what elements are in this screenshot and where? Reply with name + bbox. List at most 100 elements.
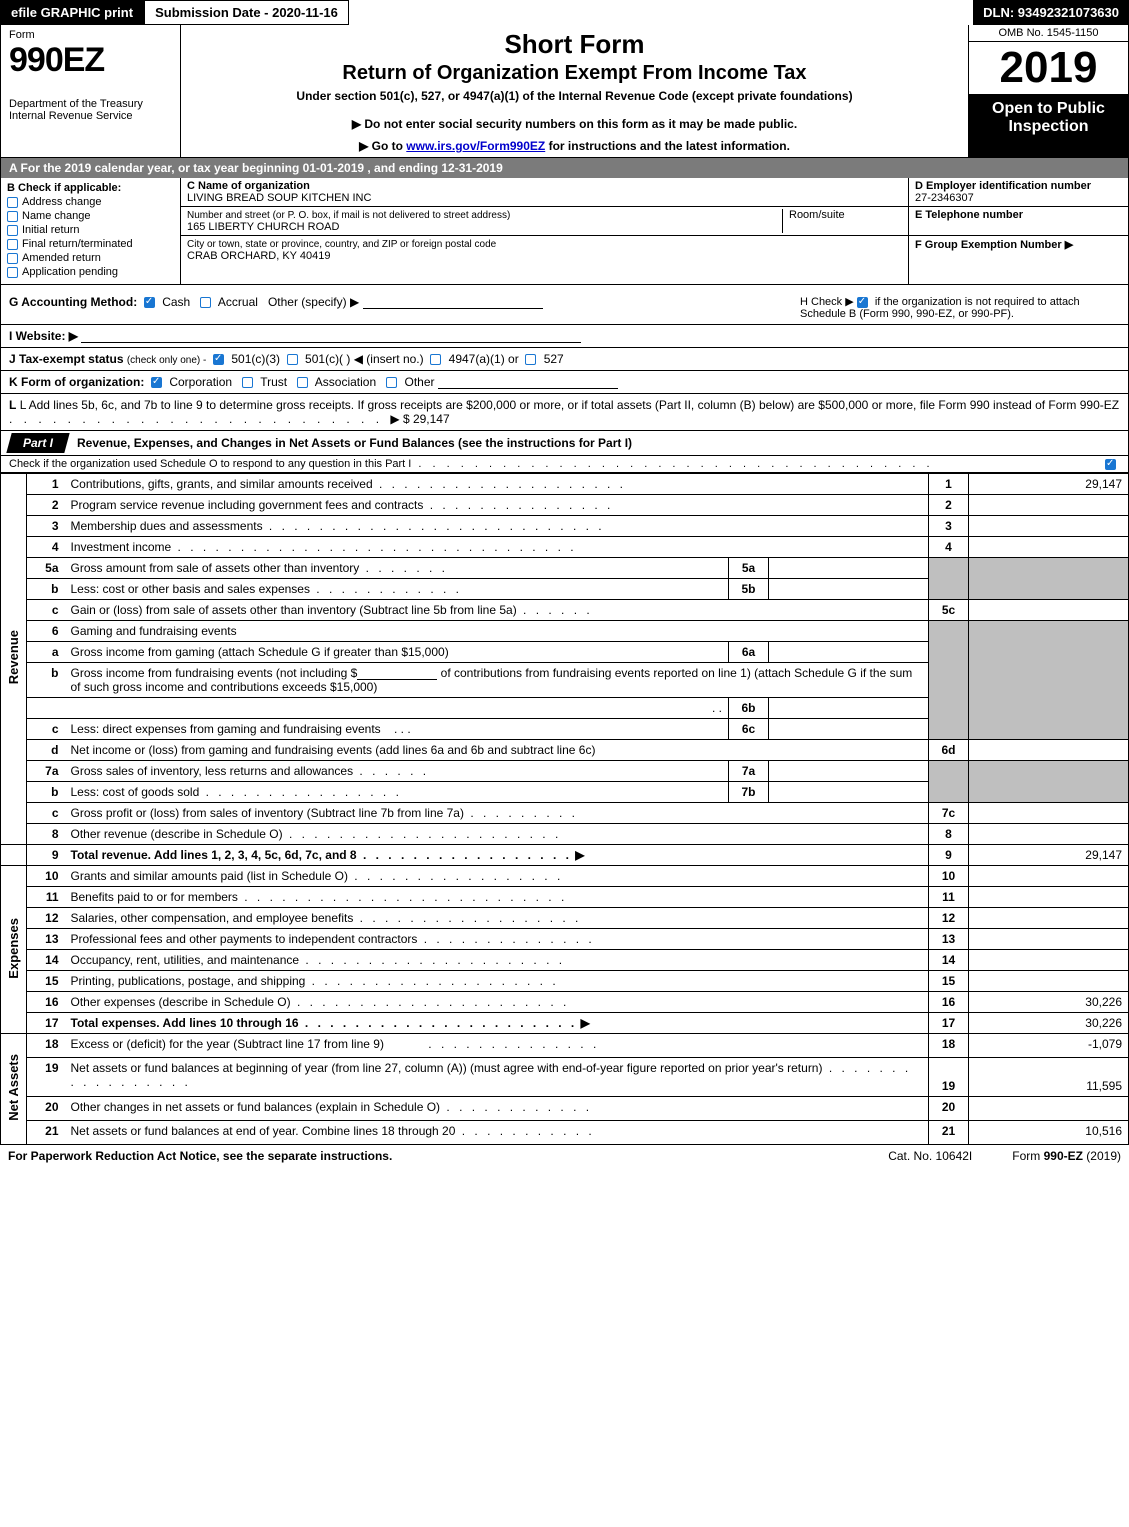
chk-4947[interactable]: [430, 354, 441, 365]
telephone-row: E Telephone number: [909, 207, 1128, 236]
line-10-no: 10: [27, 866, 65, 887]
part1-title: Revenue, Expenses, and Changes in Net As…: [77, 436, 1128, 450]
line-4-val: [969, 537, 1129, 558]
line-5a-shade2: [969, 558, 1129, 579]
chk-name-change-label: Name change: [22, 210, 91, 222]
chk-schedule-b[interactable]: [857, 297, 868, 308]
department-label: Department of the Treasury Internal Reve…: [9, 98, 172, 122]
line-1-col: 1: [929, 474, 969, 495]
line-21-desc: Net assets or fund balances at end of ye…: [65, 1120, 929, 1144]
line-9-desc: Total revenue. Add lines 1, 2, 3, 4, 5c,…: [65, 845, 929, 866]
line-2-desc: Program service revenue including govern…: [65, 495, 929, 516]
line-16-val: 30,226: [969, 992, 1129, 1013]
dln-label: DLN: 93492321073630: [973, 0, 1129, 25]
org-address-row: Number and street (or P. O. box, if mail…: [181, 207, 908, 236]
line-12-no: 12: [27, 908, 65, 929]
row-l: L L Add lines 5b, 6c, and 7b to line 9 t…: [0, 394, 1129, 431]
line-7a-desc: Gross sales of inventory, less returns a…: [65, 761, 729, 782]
open-to-public: Open to Public Inspection: [969, 94, 1128, 157]
j-label: J Tax-exempt status: [9, 352, 124, 366]
org-city-row: City or town, state or province, country…: [181, 236, 908, 284]
chk-501c[interactable]: [287, 354, 298, 365]
line-4-col: 4: [929, 537, 969, 558]
line-7a-no: 7a: [27, 761, 65, 782]
line-6a-desc: Gross income from gaming (attach Schedul…: [65, 642, 729, 663]
telephone-label: E Telephone number: [915, 209, 1023, 221]
section-net-assets: Net Assets: [1, 1034, 27, 1145]
l-text: L Add lines 5b, 6c, and 7b to line 9 to …: [20, 398, 1119, 412]
chk-corporation[interactable]: [151, 377, 162, 388]
line-3-desc: Membership dues and assessments . . . . …: [65, 516, 929, 537]
chk-schedule-o[interactable]: [1105, 459, 1116, 470]
line-7b-desc: Less: cost of goods sold . . . . . . . .…: [65, 782, 729, 803]
line-6d-col: 6d: [929, 740, 969, 761]
room-suite: Room/suite: [782, 209, 902, 233]
line-1-desc: Contributions, gifts, grants, and simila…: [65, 474, 929, 495]
chk-trust[interactable]: [242, 377, 253, 388]
chk-initial-return[interactable]: Initial return: [7, 224, 174, 236]
line-6b2-shade: [929, 698, 969, 719]
line-11-col: 11: [929, 887, 969, 908]
chk-501c3-label: 501(c)(3): [231, 352, 280, 366]
tax-year: 2019: [969, 42, 1128, 94]
h-prefix: H Check ▶: [800, 296, 854, 308]
line-6b-amount-field[interactable]: [357, 666, 437, 680]
line-6d-no: d: [27, 740, 65, 761]
website-field[interactable]: [81, 329, 581, 343]
line-18-val: -1,079: [969, 1034, 1129, 1058]
line-20-desc: Other changes in net assets or fund bala…: [65, 1097, 929, 1121]
return-title: Return of Organization Exempt From Incom…: [191, 62, 958, 85]
chk-address-change[interactable]: Address change: [7, 196, 174, 208]
chk-final-return[interactable]: Final return/terminated: [7, 238, 174, 250]
chk-527-label: 527: [544, 352, 564, 366]
part1-tab: Part I: [6, 433, 69, 453]
chk-cash[interactable]: [144, 297, 155, 308]
instructions-suffix: for instructions and the latest informat…: [545, 139, 790, 153]
submission-date: Submission Date - 2020-11-16: [144, 0, 349, 25]
line-6c-no: c: [27, 719, 65, 740]
org-name-row: C Name of organization LIVING BREAD SOUP…: [181, 178, 908, 207]
box-c: C Name of organization LIVING BREAD SOUP…: [181, 178, 908, 284]
org-name-value: LIVING BREAD SOUP KITCHEN INC: [187, 192, 371, 204]
line-6b-shade2: [969, 663, 1129, 698]
chk-527[interactable]: [525, 354, 536, 365]
line-6b2-no: [27, 698, 65, 719]
line-7a-sub: 7a: [729, 761, 769, 782]
chk-other-org[interactable]: [386, 377, 397, 388]
line-6a-sub: 6a: [729, 642, 769, 663]
line-6d-val: [969, 740, 1129, 761]
line-7b-no: b: [27, 782, 65, 803]
chk-name-change[interactable]: Name change: [7, 210, 174, 222]
line-5c-col: 5c: [929, 600, 969, 621]
box-h: H Check ▶ if the organization is not req…: [800, 295, 1120, 320]
line-6c-subval: [769, 719, 929, 740]
line-15-col: 15: [929, 971, 969, 992]
form-number: 990EZ: [9, 41, 172, 80]
chk-amended-return[interactable]: Amended return: [7, 252, 174, 264]
g-other-field[interactable]: [363, 295, 543, 309]
line-7a-subval: [769, 761, 929, 782]
line-17-desc: Total expenses. Add lines 10 through 16 …: [65, 1013, 929, 1034]
chk-4947-label: 4947(a)(1) or: [449, 352, 519, 366]
line-5b-sub: 5b: [729, 579, 769, 600]
chk-cash-label: Cash: [162, 295, 190, 309]
line-6b2-desc: . .: [65, 698, 729, 719]
chk-501c3[interactable]: [213, 354, 224, 365]
irs-link[interactable]: www.irs.gov/Form990EZ: [406, 139, 545, 153]
chk-application-pending[interactable]: Application pending: [7, 266, 174, 278]
chk-accrual[interactable]: [200, 297, 211, 308]
line-9-val: 29,147: [969, 845, 1129, 866]
line-7a-shade: [929, 761, 969, 782]
efile-print-button[interactable]: efile GRAPHIC print: [0, 0, 144, 25]
form-header: Form 990EZ Department of the Treasury In…: [0, 25, 1129, 158]
chk-initial-return-label: Initial return: [22, 224, 79, 236]
line-5b-desc: Less: cost or other basis and sales expe…: [65, 579, 729, 600]
line-12-desc: Salaries, other compensation, and employ…: [65, 908, 929, 929]
line-11-desc: Benefits paid to or for members . . . . …: [65, 887, 929, 908]
row-k: K Form of organization: Corporation Trus…: [0, 371, 1129, 394]
chk-association[interactable]: [297, 377, 308, 388]
line-2-no: 2: [27, 495, 65, 516]
box-d-e-f: D Employer identification number 27-2346…: [908, 178, 1128, 284]
other-org-field[interactable]: [438, 375, 618, 389]
part1-schedule-o: Check if the organization used Schedule …: [1, 455, 1128, 472]
